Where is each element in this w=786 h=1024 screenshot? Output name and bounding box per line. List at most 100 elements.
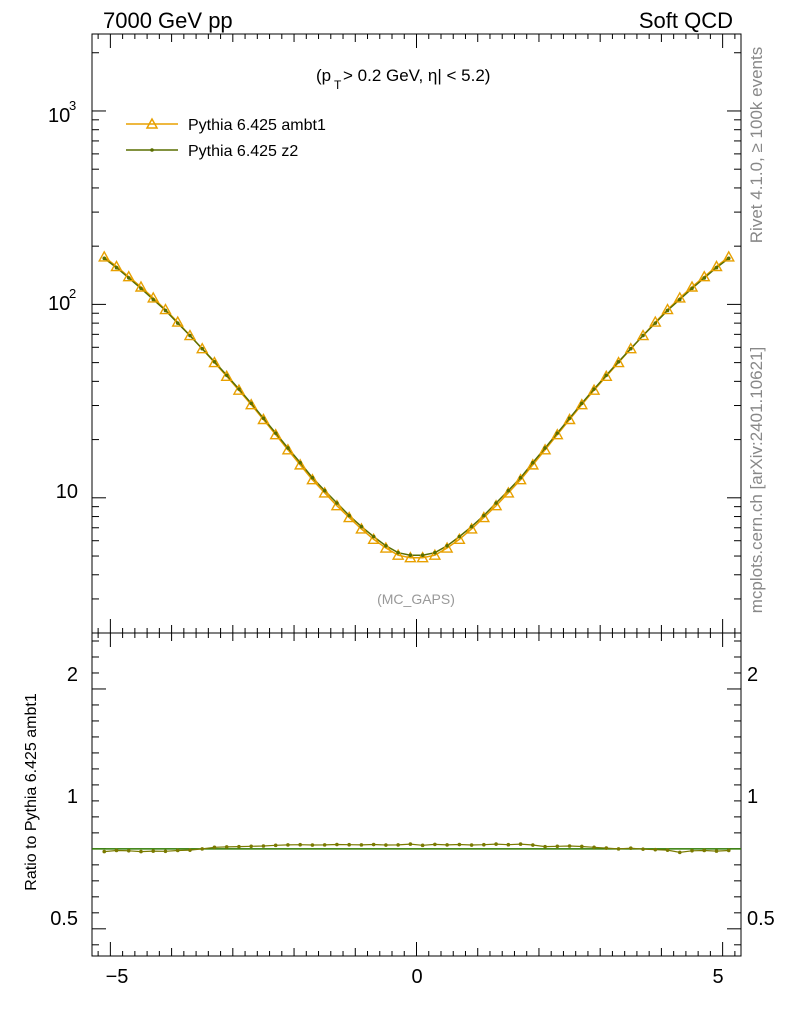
ambt1-point (477, 511, 491, 523)
ratio-z2-point (420, 843, 425, 848)
ambt1-point (281, 443, 295, 455)
svg-text:2: 2 (69, 286, 76, 301)
ratio-y-tick-label-2-right: 2 (747, 664, 758, 686)
main-y-axis (92, 52, 741, 634)
z2-point (580, 401, 584, 406)
ratio-z2-point (261, 844, 266, 848)
ratio-z2-point (322, 843, 327, 847)
ratio-z2-point (616, 847, 621, 851)
ambt1-point (624, 342, 637, 354)
ambt1-point (293, 458, 307, 470)
ratio-z2-point (139, 849, 143, 854)
ratio-z2-point (237, 844, 241, 849)
z2-point (261, 416, 266, 420)
ratio-z2-point (175, 848, 180, 853)
ratio-z2-point (543, 844, 547, 849)
z2-point (420, 553, 425, 557)
legend-label-z2: Pythia 6.425 z2 (188, 143, 298, 160)
series-line-ambt1 (103, 256, 730, 559)
ambt1-point (698, 270, 711, 282)
ratio-y-tick-label-0-5-right: 0.5 (747, 908, 775, 930)
z2-point (469, 524, 474, 529)
z2-point (359, 524, 364, 529)
ratio-y-tick-label-0-5: 0.5 (50, 908, 78, 930)
ratio-z2-point (469, 843, 474, 847)
ratio-panel: 2 1 0.5 2 1 0.5 Ratio to Pythia 6.425 am… (23, 632, 775, 988)
ambt1-point (563, 413, 576, 425)
x-tick-label-minus5: −5 (106, 966, 129, 988)
z2-point (335, 501, 339, 505)
svg-text:3: 3 (69, 98, 76, 113)
ratio-y-axis (92, 640, 741, 946)
analysis-watermark: (MC_GAPS) (377, 591, 455, 607)
ambt1-point (661, 303, 674, 315)
ambt1-point (514, 473, 527, 485)
z2-point (567, 416, 572, 420)
ambt1-point (551, 428, 564, 440)
ratio-z2-point (714, 849, 719, 853)
ratio-z2-point (457, 842, 462, 847)
ambt1-point (306, 473, 319, 485)
z2-point (482, 513, 486, 518)
legend-label-ambt1: Pythia 6.425 ambt1 (188, 117, 326, 134)
mcplots-source-label: mcplots.cern.ch [arXiv:2401.10621] (747, 347, 766, 613)
z2-point (506, 488, 511, 493)
ambt1-point (575, 398, 589, 410)
z2-point (151, 297, 156, 302)
ambt1-point (232, 383, 246, 395)
z2-point (531, 460, 535, 465)
ratio-z2-point (702, 848, 707, 853)
ratio-z2-point (212, 845, 217, 850)
series-line-z2 (103, 257, 730, 556)
z2-point (543, 446, 547, 450)
z2-point (384, 543, 388, 548)
z2-point (102, 256, 107, 261)
ratio-series-layer (92, 842, 741, 855)
ambt1-point (208, 356, 221, 368)
ratio-z2-point (249, 844, 253, 849)
z2-point (408, 553, 413, 557)
z2-point (445, 543, 449, 548)
ratio-z2-point (151, 849, 156, 853)
z2-point (188, 333, 192, 338)
cut-label: (p T > 0.2 GeV, η| < 5.2) (316, 66, 490, 92)
ambt1-point (600, 369, 613, 381)
main-x-axis (97, 34, 736, 633)
ratio-y-tick-label-1: 1 (67, 786, 78, 808)
legend-entry-z2: Pythia 6.425 z2 (126, 143, 298, 160)
ratio-z2-point (433, 842, 437, 847)
chart-header-left: 7000 GeV pp (103, 8, 233, 33)
z2-point (286, 446, 290, 450)
z2-point (298, 460, 302, 465)
ambt1-point (330, 499, 344, 511)
ambt1-point (196, 342, 209, 354)
ambt1-point (587, 383, 601, 395)
cut-label-sub: T (334, 78, 342, 92)
z2-point (665, 308, 670, 313)
ratio-z2-point (188, 848, 192, 852)
ambt1-point (147, 291, 160, 303)
ambt1-point (722, 250, 735, 262)
z2-point (592, 387, 596, 391)
z2-point (726, 256, 731, 261)
ratio-z2-point (335, 842, 339, 847)
z2-point (702, 276, 707, 280)
ambt1-point (122, 270, 135, 282)
legend-marker-dot (150, 148, 154, 152)
z2-point (310, 475, 315, 480)
ambt1-point (391, 548, 405, 560)
z2-point (653, 321, 658, 325)
ratio-z2-point (641, 847, 645, 851)
z2-point (714, 265, 719, 270)
z2-point (433, 550, 437, 555)
ratio-z2-point (114, 848, 119, 853)
ambt1-point (342, 511, 356, 523)
ratio-z2-point (580, 844, 584, 849)
ratio-z2-point (310, 843, 315, 847)
z2-point (175, 321, 180, 325)
ratio-z2-point (677, 850, 682, 855)
z2-point (322, 488, 327, 493)
ratio-z2-point (628, 846, 633, 851)
ambt1-point (416, 551, 429, 563)
z2-point (237, 387, 241, 391)
